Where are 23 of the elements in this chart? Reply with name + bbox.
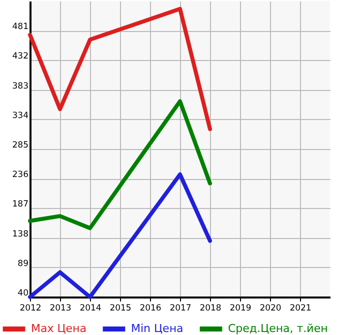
legend-label: Сред.Цена, т.йен xyxy=(228,322,328,335)
x-tick-label: 2015 xyxy=(110,304,132,314)
y-tick-label: 432 xyxy=(12,52,28,62)
x-tick-label: 2019 xyxy=(230,304,252,314)
y-tick-label: 187 xyxy=(12,200,28,210)
x-tick-label: 2017 xyxy=(170,304,192,314)
x-tick-label: 2014 xyxy=(80,304,102,314)
x-tick-label: 2016 xyxy=(140,304,162,314)
y-tick-label: 383 xyxy=(12,81,28,92)
x-tick-label: 2013 xyxy=(50,304,72,314)
y-tick-label: 285 xyxy=(12,140,28,150)
x-tick-label: 2018 xyxy=(200,304,222,314)
x-tick-label: 2020 xyxy=(260,304,282,314)
y-tick-label: 89 xyxy=(18,258,28,269)
y-tick-label: 334 xyxy=(12,110,28,121)
y-tick-label: 40 xyxy=(18,288,28,298)
legend-label: Min Цена xyxy=(131,322,184,335)
x-tick-label: 2021 xyxy=(290,304,312,314)
x-tick-label: 2012 xyxy=(20,304,42,314)
legend-label: Max Цена xyxy=(31,322,86,335)
y-tick-label: 481 xyxy=(12,22,28,32)
y-tick-label: 138 xyxy=(12,229,28,240)
y-tick-label: 236 xyxy=(12,170,28,180)
